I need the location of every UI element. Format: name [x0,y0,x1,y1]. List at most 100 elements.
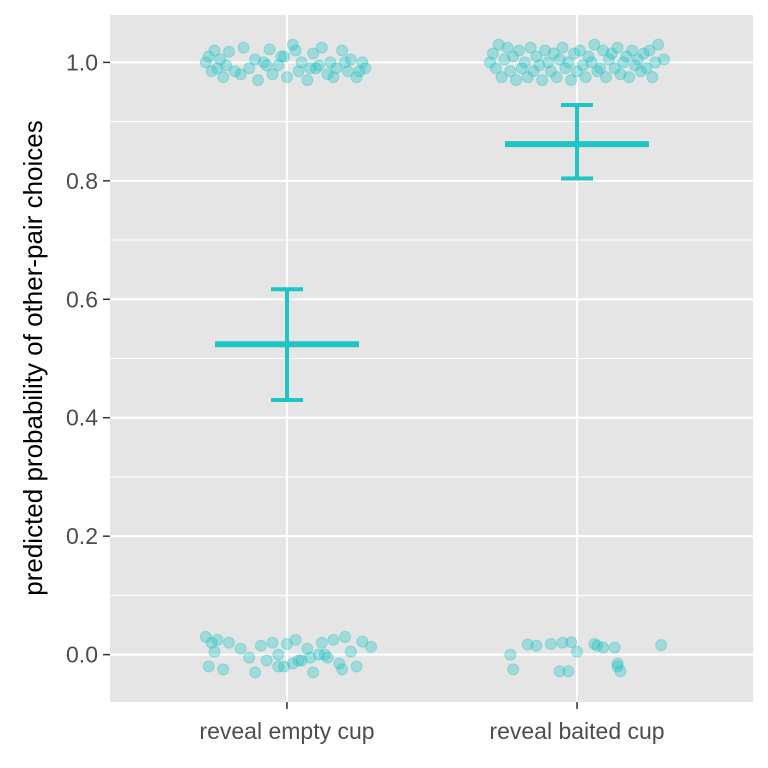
data-point [530,639,543,652]
data-point [562,665,575,678]
data-point [576,59,589,72]
data-point [272,59,285,72]
data-point [658,53,670,66]
data-point [321,651,334,664]
data-point [507,663,520,676]
data-point [272,660,285,673]
data-point [597,44,610,57]
data-point [562,56,575,69]
data-point [489,62,502,75]
data-point [333,657,346,670]
data-point [234,68,247,81]
data-point [533,59,546,72]
data-point [556,636,569,649]
y-axis-title: predicted probability of other-pair choi… [18,120,48,595]
y-tick-label: 1.0 [66,49,98,75]
data-point [359,62,372,75]
data-point [626,44,639,57]
data-point [327,633,340,646]
data-point [249,666,262,679]
data-point [527,65,540,78]
data-point [614,68,627,81]
data-point [507,50,520,63]
y-tick-label: 0.4 [66,405,98,431]
data-point [640,62,653,75]
data-point [573,44,586,57]
data-point [199,56,212,69]
data-point [646,71,659,84]
data-point [295,56,308,69]
data-point [281,71,293,84]
data-point [547,47,560,60]
data-point [249,53,262,66]
data-point [310,62,322,75]
estimate-markers [215,103,649,402]
data-point [292,654,305,667]
data-point [324,56,337,69]
data-point [208,44,221,57]
data-point [344,645,357,658]
data-point [637,47,650,60]
data-point [339,630,351,643]
data-point [272,648,285,661]
data-point [211,62,224,75]
data-point [330,62,343,75]
data-point [217,71,230,84]
data-point [568,47,581,60]
y-tick-label: 0.2 [66,523,98,549]
data-point [205,636,218,649]
data-point [495,71,508,84]
data-point [617,56,630,69]
data-point [631,53,644,66]
data-point [582,50,595,63]
data-point [318,648,331,661]
data-point [344,53,357,66]
data-point [565,74,578,87]
data-point [611,660,624,673]
data-point [655,639,668,652]
data-point [208,645,221,658]
data-point [553,53,566,66]
data-point [600,71,612,84]
data-point [315,41,328,54]
data-point [544,637,557,650]
data-point [350,71,363,84]
data-point [634,65,647,78]
y-tick-label: 0.6 [66,286,98,312]
data-point [289,44,302,57]
data-point [301,74,314,87]
data-point [295,654,308,667]
data-point [492,38,505,51]
data-point [594,62,607,75]
data-point [579,71,592,84]
data-point [510,74,523,87]
data-point [649,56,662,69]
data-point [260,59,273,72]
data-point [501,41,514,54]
data-point [585,56,598,69]
data-point [321,68,334,81]
data-point [602,53,615,66]
x-tick-label: reveal empty cup [199,718,374,744]
data-point [608,641,621,654]
data-point [263,43,276,56]
data-point [214,53,227,66]
axes: 0.0 0.2 0.4 0.6 0.8 1.0 reveal empty cup reveal… [66,49,665,744]
data-point [504,65,517,78]
data-point [327,71,340,84]
data-point [301,642,314,655]
data-point [252,74,264,87]
data-point [620,50,633,63]
data-point [350,660,363,673]
data-point [521,71,534,84]
data-point [234,642,247,655]
data-point [515,62,528,75]
data-point [556,41,569,54]
data-point [336,44,349,57]
y-tick-label: 0.8 [66,168,98,194]
data-point [565,636,578,649]
data-point [591,639,604,652]
data-point [571,645,583,658]
data-point [611,41,624,54]
